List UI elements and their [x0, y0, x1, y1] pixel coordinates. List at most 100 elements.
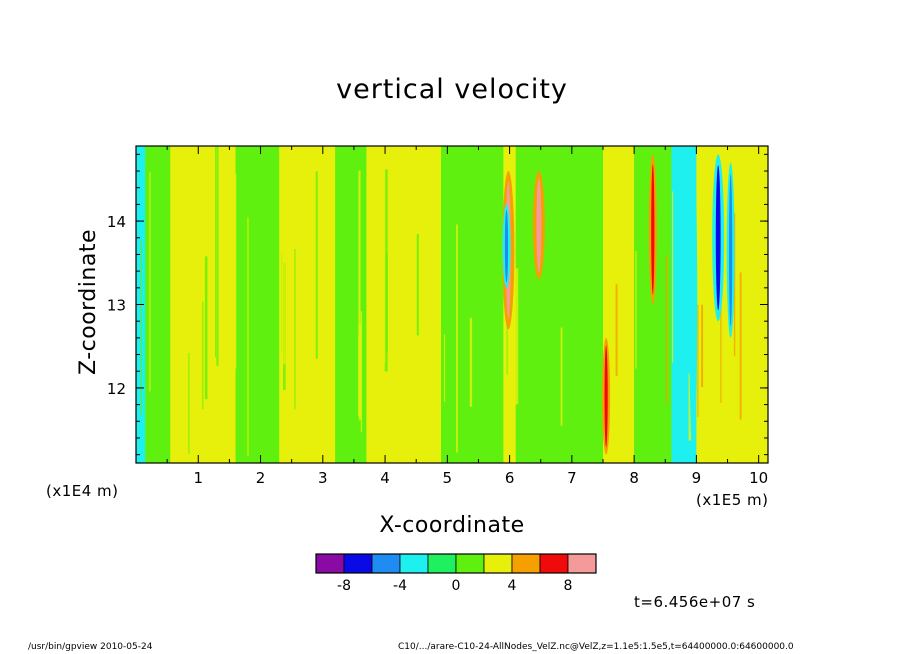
- heatmap-streak: [733, 213, 736, 356]
- x-axis-scale-label: (x1E5 m): [696, 491, 769, 509]
- y-tick-label: 13: [107, 297, 126, 315]
- colorbar-tick-label: 8: [564, 578, 573, 594]
- heatmap-streak: [216, 146, 219, 366]
- heatmap-streak: [448, 338, 450, 457]
- colorbar-swatch: [483, 553, 513, 574]
- heatmap-streak: [204, 256, 208, 400]
- heatmap-streak: [477, 304, 480, 456]
- heatmap-streak: [451, 150, 455, 343]
- heatmap-streak: [615, 284, 618, 376]
- heatmap-feature: [729, 174, 733, 327]
- heatmap-streak: [515, 268, 519, 405]
- x-tick-label: 7: [567, 469, 577, 487]
- colorbar-tick-label: -8: [337, 578, 351, 594]
- heatmap-streak: [262, 268, 266, 393]
- heatmap-region: [279, 146, 336, 463]
- heatmap-streak: [414, 207, 417, 453]
- heatmap-streak: [315, 171, 318, 359]
- heatmap-streak: [486, 333, 488, 460]
- heatmap-streak: [665, 255, 668, 403]
- plot-area: [136, 146, 768, 463]
- heatmap-streak: [240, 281, 242, 463]
- heatmap-streak: [331, 302, 334, 381]
- colorbar-swatch: [511, 553, 541, 574]
- heatmap-streak: [701, 304, 704, 388]
- x-tick-label: 1: [193, 469, 203, 487]
- heatmap-streak: [443, 334, 446, 402]
- heatmap-streak: [233, 173, 237, 369]
- colorbar-swatch: [315, 553, 345, 574]
- colorbar-swatch: [567, 553, 597, 574]
- heatmap-streak: [220, 191, 223, 367]
- colorbar-tick-label: 0: [452, 578, 461, 594]
- x-tick-label: 5: [443, 469, 453, 487]
- heatmap-streak: [247, 217, 249, 457]
- heatmap-feature: [504, 209, 509, 283]
- colorbar-swatch: [427, 553, 457, 574]
- x-tick-label: 6: [505, 469, 515, 487]
- heatmap-streak: [202, 301, 204, 409]
- heatmap-streak: [281, 149, 284, 380]
- y-axis-scale-label: (x1E4 m): [46, 482, 119, 500]
- heatmap-streak: [312, 307, 315, 417]
- heatmap-streak: [385, 252, 388, 353]
- heatmap-streak: [739, 272, 742, 420]
- heatmap-region: [441, 146, 504, 463]
- chart-title: vertical velocity: [336, 74, 568, 105]
- heatmap-streak: [560, 327, 563, 426]
- heatmap-streak: [456, 224, 458, 453]
- footer-program-info: /usr/bin/gpview 2010-05-24: [28, 642, 153, 652]
- heatmap-streak: [174, 213, 178, 365]
- colorbar-swatch: [539, 553, 569, 574]
- heatmap-streak: [445, 300, 448, 389]
- y-tick-label: 14: [107, 213, 126, 231]
- heatmap-streak: [358, 170, 361, 417]
- heatmap-streak: [416, 233, 419, 336]
- x-tick-label: 10: [749, 469, 768, 487]
- x-tick-label: 9: [692, 469, 702, 487]
- heatmap-streak: [487, 297, 491, 388]
- heatmap-feature: [651, 164, 655, 295]
- colorbar-frame: [315, 553, 597, 574]
- colorbar-tick-label: 4: [508, 578, 517, 594]
- heatmap-region: [515, 146, 603, 463]
- colorbar-tick-label: -4: [393, 578, 407, 594]
- heatmap-streak: [383, 152, 386, 363]
- heatmap-streak: [672, 191, 674, 363]
- colorbar-swatch: [371, 553, 401, 574]
- heatmap-streak: [149, 172, 151, 392]
- x-tick-label: 3: [318, 469, 328, 487]
- time-annotation: t=6.456e+07 s: [634, 593, 756, 611]
- x-tick-label: 2: [256, 469, 266, 487]
- heatmap-streak: [215, 146, 217, 358]
- heatmap-streak: [140, 240, 142, 415]
- heatmap-streak: [284, 277, 287, 374]
- heatmap-feature: [604, 345, 608, 448]
- colorbar: -8 -4 0 4 8: [315, 553, 597, 594]
- colorbar-swatch: [399, 553, 429, 574]
- heatmap-region: [366, 146, 442, 463]
- footer-file-info: C10/.../arare-C10-24-AllNodes_VelZ.nc@Ve…: [398, 642, 794, 652]
- x-axis-label: X-coordinate: [379, 513, 525, 538]
- x-tick-label: 8: [629, 469, 639, 487]
- heatmap-streak: [421, 235, 424, 365]
- heatmap-streak: [191, 276, 195, 423]
- heatmap-streak: [748, 146, 751, 340]
- heatmap-streak: [605, 229, 608, 393]
- heatmap-streak: [584, 156, 586, 335]
- heatmap-streak: [539, 294, 543, 428]
- heatmap-streak: [688, 373, 692, 441]
- heatmap-streak: [635, 251, 637, 369]
- heatmap-streak: [188, 352, 190, 454]
- colorbar-swatch: [455, 553, 485, 574]
- heatmap-region: [145, 146, 171, 463]
- colorbar-swatch: [343, 553, 373, 574]
- y-axis-label: Z-coordinate: [76, 229, 101, 375]
- x-tick-label: 4: [380, 469, 390, 487]
- heatmap-feature: [715, 165, 721, 311]
- heatmap-streak: [761, 280, 764, 376]
- heatmap-streak: [469, 317, 473, 407]
- heatmap-streak: [294, 249, 296, 410]
